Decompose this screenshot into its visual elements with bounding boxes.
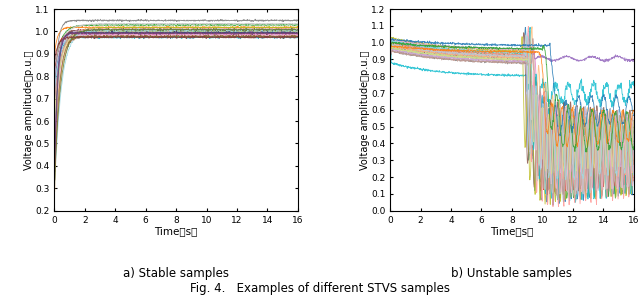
- Text: Fig. 4.   Examples of different STVS samples: Fig. 4. Examples of different STVS sampl…: [190, 282, 450, 295]
- Text: b) Unstable samples: b) Unstable samples: [451, 267, 572, 280]
- X-axis label: Time（s）: Time（s）: [154, 226, 198, 236]
- Y-axis label: Voltage amplitude（p.u.）: Voltage amplitude（p.u.）: [360, 50, 370, 169]
- Text: a) Stable samples: a) Stable samples: [123, 267, 229, 280]
- X-axis label: Time（s）: Time（s）: [490, 226, 534, 236]
- Y-axis label: Voltage amplitude（p.u.）: Voltage amplitude（p.u.）: [24, 50, 34, 169]
